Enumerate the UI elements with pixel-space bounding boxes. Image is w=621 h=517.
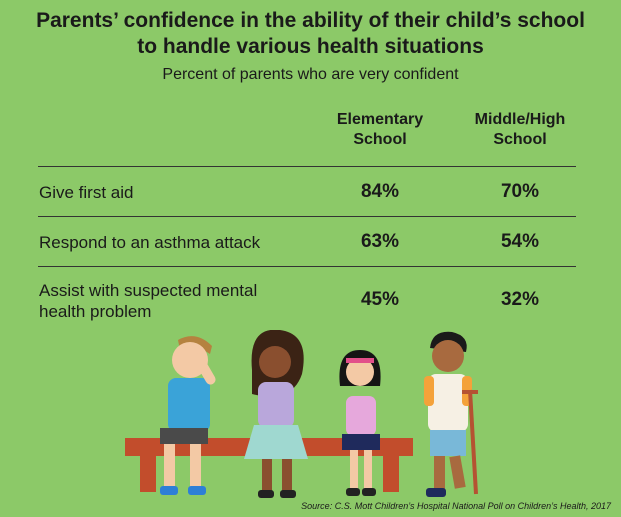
source-note: Source: C.S. Mott Children’s Hospital Na… <box>301 501 611 511</box>
value-first-aid-elementary: 84% <box>360 181 400 202</box>
chart-subtitle: Percent of parents who are very confiden… <box>162 66 459 83</box>
girl-seated-headband <box>339 350 381 496</box>
column-header-middle-high-line-2: School <box>493 131 547 148</box>
row-label-asthma: Respond to an asthma attack <box>39 232 260 253</box>
column-header-elementary-line-1: Elementary <box>336 111 424 128</box>
children-bench-illustration <box>125 330 478 498</box>
row-label-first-aid-line-1: Give first aid <box>39 183 134 202</box>
bench-leg-right <box>383 456 399 492</box>
chart-title: Parents’ confidence in the ability of th… <box>0 8 621 60</box>
row-label-mental-health-line-1: Assist with suspected mental <box>39 281 258 300</box>
divider-row-2 <box>38 266 576 267</box>
bench-leg-left <box>140 456 156 492</box>
row-label-first-aid: Give first aid <box>39 182 133 203</box>
column-header-middle-high: Middle/High School <box>440 110 600 150</box>
column-header-middle-high-line-1: Middle/High <box>474 111 566 128</box>
girl-seated-dress <box>244 330 308 498</box>
title-line-1: Parents’ confidence in the ability of th… <box>36 9 585 32</box>
divider-header <box>38 166 576 167</box>
value-first-aid-middle-high: 70% <box>500 181 540 202</box>
value-mental-health-middle-high: 32% <box>500 289 540 310</box>
row-label-mental-health-line-2: health problem <box>39 302 152 321</box>
divider-row-1 <box>38 216 576 217</box>
row-label-asthma-line-1: Respond to an asthma attack <box>39 233 261 252</box>
title-line-2: to handle various health situations <box>137 35 484 58</box>
row-label-mental-health: Assist with suspected mental health prob… <box>39 280 257 322</box>
value-asthma-elementary: 63% <box>360 231 400 252</box>
value-asthma-middle-high: 54% <box>500 231 540 252</box>
boy-seated <box>160 336 216 495</box>
column-header-elementary-line-2: School <box>353 131 407 148</box>
column-header-elementary: Elementary School <box>300 110 460 150</box>
value-mental-health-elementary: 45% <box>360 289 400 310</box>
boy-standing-crutch <box>424 331 478 497</box>
